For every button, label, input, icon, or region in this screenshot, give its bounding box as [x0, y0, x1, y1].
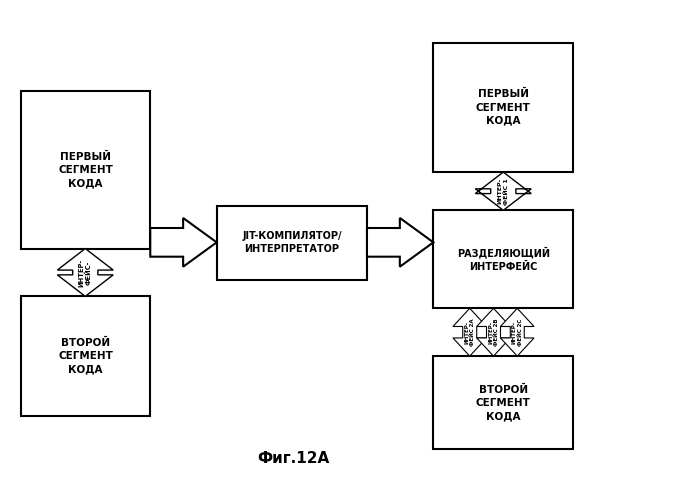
Polygon shape [500, 308, 534, 356]
Text: JIT-КОМПИЛЯТОР/
ИНТЕРПРЕТАТОР: JIT-КОМПИЛЯТОР/ ИНТЕРПРЕТАТОР [242, 231, 342, 254]
Text: ПЕРВЫЙ
СЕГМЕНТ
КОДА: ПЕРВЫЙ СЕГМЕНТ КОДА [58, 152, 113, 188]
Polygon shape [453, 308, 487, 356]
Polygon shape [477, 308, 510, 356]
Bar [217, 206, 367, 280]
Polygon shape [475, 172, 531, 210]
Text: ИНТЕР-
ФЕЙС 2В: ИНТЕР- ФЕЙС 2В [488, 318, 499, 346]
Bar [433, 43, 573, 172]
Text: ВТОРОЙ
СЕГМЕНТ
КОДА: ВТОРОЙ СЕГМЕНТ КОДА [58, 338, 113, 374]
Text: ПЕРВЫЙ
СЕГМЕНТ
КОДА: ПЕРВЫЙ СЕГМЕНТ КОДА [476, 89, 531, 126]
Text: ИНТЕР-
ФЕЙС 2А: ИНТЕР- ФЕЙС 2А [464, 318, 475, 346]
Text: ИНТЕР-
ФЕЙС 2С: ИНТЕР- ФЕЙС 2С [512, 318, 523, 346]
Bar [433, 210, 573, 308]
Text: Фиг.12А: Фиг.12А [257, 451, 330, 466]
Text: РАЗДЕЛЯЮЩИЙ
ИНТЕРФЕЙС: РАЗДЕЛЯЮЩИЙ ИНТЕРФЕЙС [456, 247, 550, 272]
Text: ИНТЕР-
ФЕЙС 1: ИНТЕР- ФЕЙС 1 [498, 178, 509, 205]
Bar [21, 91, 150, 249]
Polygon shape [367, 218, 433, 267]
Polygon shape [57, 249, 113, 296]
Polygon shape [150, 218, 217, 267]
Bar [21, 296, 150, 416]
Text: ИНТЕР-
ФЕЙС-: ИНТЕР- ФЕЙС- [78, 259, 92, 286]
Text: ВТОРОЙ
СЕГМЕНТ
КОДА: ВТОРОЙ СЕГМЕНТ КОДА [476, 384, 531, 421]
Bar [433, 356, 573, 449]
